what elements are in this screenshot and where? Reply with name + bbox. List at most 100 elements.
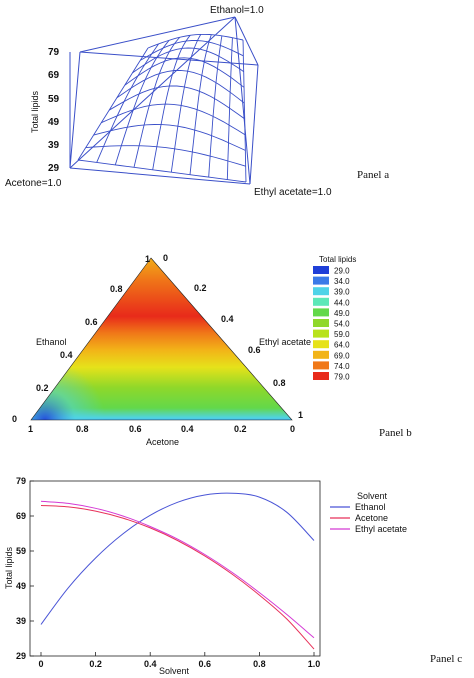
x-axis-title: Solvent	[159, 666, 190, 676]
mesh-line	[133, 37, 181, 168]
series-line-acetone	[40, 505, 315, 650]
right-tick-label: 0.8	[273, 378, 286, 388]
panel-a: 79 69 59 49 39 29 Total lipids Ethanol=1…	[5, 5, 389, 198]
frame-edge	[234, 16, 251, 185]
mesh-line	[116, 69, 245, 104]
legend-title: Solvent	[357, 491, 388, 501]
right-tick-label: 0.2	[194, 283, 207, 293]
bottom-tick-label: 1	[28, 424, 33, 434]
left-tick-label: 0.4	[60, 350, 73, 360]
mesh-line	[85, 145, 246, 167]
y-tick-label: 69	[16, 511, 26, 521]
bottom-tick-label: 0.2	[234, 424, 247, 434]
frame-edge	[69, 51, 81, 169]
right-tick-label: 0.6	[248, 345, 261, 355]
z-tick-label: 39	[48, 140, 60, 151]
series-line-ethanol	[40, 492, 315, 625]
left-tick-label: 0.2	[36, 383, 49, 393]
legend-level-label: 74.0	[334, 362, 350, 371]
plot-frame	[29, 480, 321, 657]
vertex-label-acetone: Acetone=1.0	[5, 178, 62, 189]
left-tick-label: 1	[145, 254, 150, 264]
x-tick-label: 0.8	[253, 659, 266, 669]
legend-level-label: 49.0	[334, 309, 350, 318]
x-tick-label: 0.2	[89, 659, 102, 669]
legend-series-label: Ethyl acetate	[355, 524, 407, 534]
legend-swatch	[313, 276, 329, 285]
y-axis-title: Total lipids	[4, 546, 14, 589]
z-tick-label: 59	[48, 94, 60, 105]
x-tick-label: 1.0	[308, 659, 321, 669]
legend-level-label: 29.0	[334, 267, 350, 276]
mesh-line	[242, 39, 247, 183]
legend-swatch	[313, 340, 329, 349]
bottom-tick-label: 0.8	[76, 424, 89, 434]
legend-swatch	[313, 361, 329, 370]
mesh-line	[208, 35, 223, 178]
mesh-line	[139, 40, 244, 61]
legend-swatch	[313, 287, 329, 296]
z-tick-label: 49	[48, 117, 60, 128]
panel-b-label: Panel b	[379, 427, 412, 439]
legend-title: Total lipids	[319, 255, 356, 264]
mesh-line	[101, 103, 246, 136]
axis-ticks: 0 0.2 0.4 0.6 0.8 1.0 29 39 49 59 69 79	[16, 476, 320, 669]
panel-a-label: Panel a	[357, 169, 389, 181]
series-lines	[40, 492, 315, 650]
right-tick-label: 1	[298, 410, 303, 420]
legend-swatch	[313, 297, 329, 306]
panel-b: 0 0.2 0.4 0.6 0.8 1 1 0.8 0.6 0.4 0.2 0 …	[12, 253, 412, 447]
legend-series-label: Acetone	[355, 513, 388, 523]
contour-legend: Total lipids 29.034.0 39.044.0 49.0 54.059.…	[313, 255, 356, 382]
ternary-outline	[30, 257, 293, 421]
mesh-line	[108, 85, 245, 120]
mesh-line	[152, 35, 191, 170]
legend-swatch	[313, 372, 329, 380]
z-axis: 79 69 59 49 39 29 Total lipids	[30, 47, 71, 174]
bottom-tick-label: 0	[290, 424, 295, 434]
z-tick-label: 69	[48, 70, 60, 81]
left-tick-label: 0.6	[85, 317, 98, 327]
legend-level-label: 59.0	[334, 330, 350, 339]
z-tick-label: 29	[48, 163, 60, 174]
legend-swatch	[313, 319, 329, 327]
bottom-tick-label: 0.6	[129, 424, 142, 434]
z-tick-label: 79	[48, 47, 60, 58]
legend-swatch	[313, 266, 329, 274]
right-tick-label: 0	[163, 253, 168, 263]
mesh-line	[114, 40, 170, 166]
legend-swatch	[313, 308, 329, 317]
surface-mesh	[77, 33, 247, 183]
mesh-line	[96, 43, 159, 163]
bottom-tick-label: 0.4	[181, 424, 194, 434]
ternary-axis-title-ethanol: Ethanol	[36, 337, 67, 347]
left-tick-label: 0	[12, 414, 17, 424]
mesh-line	[170, 34, 202, 173]
right-tick-label: 0.4	[221, 314, 234, 324]
mesh-line	[77, 159, 247, 183]
legend-level-label: 39.0	[334, 288, 350, 297]
frame-edge	[249, 64, 259, 185]
vertex-label-ethanol: Ethanol=1.0	[210, 5, 264, 16]
mesh-line	[132, 47, 244, 74]
x-tick-label: 0.4	[144, 659, 157, 669]
mesh-line	[189, 34, 212, 175]
mesh-line	[124, 57, 245, 88]
frame-edge	[234, 16, 259, 66]
y-tick-label: 49	[16, 581, 26, 591]
mesh-line	[93, 124, 246, 151]
y-tick-label: 29	[16, 651, 26, 661]
legend-swatch	[313, 329, 329, 338]
legend-swatch	[313, 350, 329, 359]
legend-level-label: 34.0	[334, 277, 350, 286]
legend-level-label: 69.0	[334, 351, 350, 360]
legend-level-label: 44.0	[334, 298, 350, 307]
frame-edge	[79, 51, 259, 66]
panel-c-label: Panel c	[430, 653, 462, 665]
legend-series-label: Ethanol	[355, 502, 386, 512]
z-axis-title: Total lipids	[30, 90, 40, 133]
y-tick-label: 79	[16, 476, 26, 486]
frame-edge	[79, 16, 236, 53]
